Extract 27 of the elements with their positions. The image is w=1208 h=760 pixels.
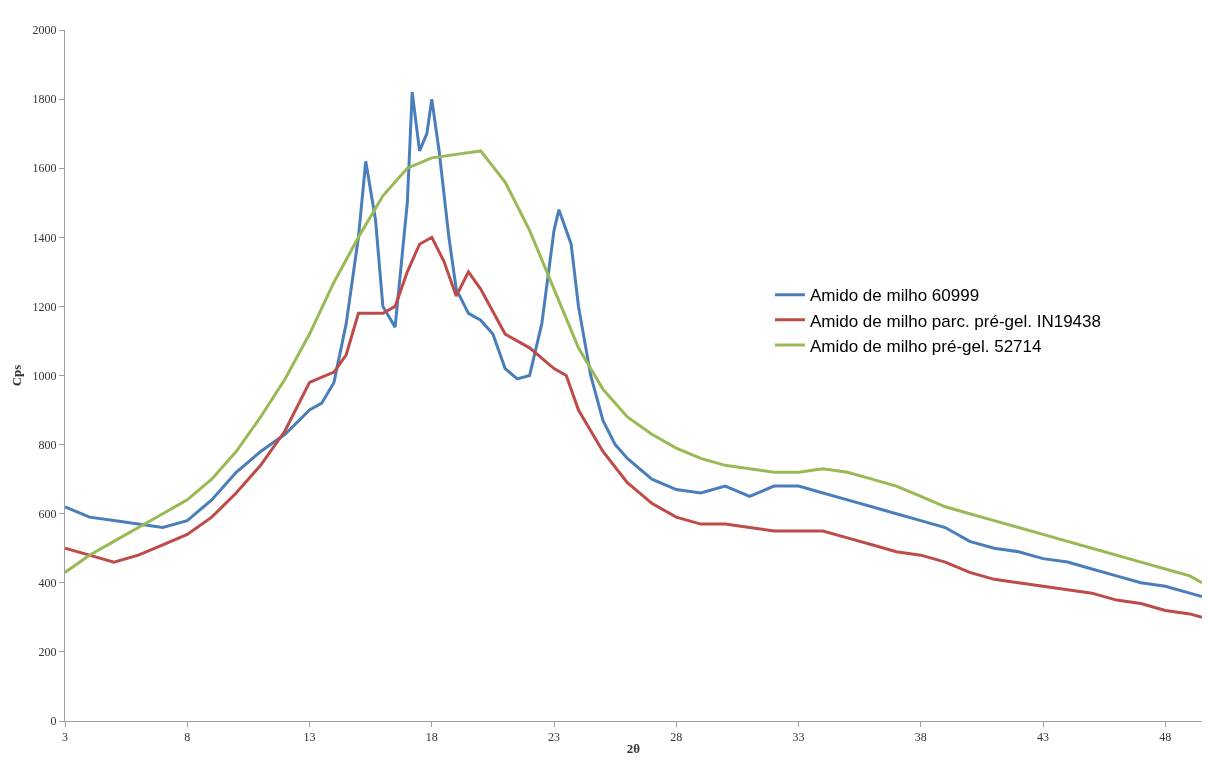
y-tick-label: 200 xyxy=(38,645,57,660)
y-tick-label: 1000 xyxy=(32,368,57,383)
x-tick-label: 48 xyxy=(1159,730,1172,745)
x-tick-label: 3 xyxy=(62,730,68,745)
y-tick-label: 600 xyxy=(38,506,57,521)
y-tick-label: 1600 xyxy=(32,161,57,176)
x-tick-label: 8 xyxy=(184,730,191,745)
y-tick-label: 800 xyxy=(38,437,57,452)
legend-label: Amido de milho pré-gel. 52714 xyxy=(809,336,1042,356)
legend-label: Amido de milho parc. pré-gel. IN19438 xyxy=(809,311,1101,331)
y-axis-title: Cps xyxy=(8,364,24,387)
x-tick-label: 28 xyxy=(670,730,683,745)
x-tick-label: 18 xyxy=(425,730,438,745)
x-tick-label: 23 xyxy=(548,730,561,745)
y-tick-label: 400 xyxy=(38,576,57,590)
x-tick-label: 13 xyxy=(303,730,316,745)
y-tick-label: 1200 xyxy=(32,299,57,314)
line-series xyxy=(65,235,1202,619)
y-tick-label: 1400 xyxy=(32,230,57,245)
y-tick-label: 1800 xyxy=(32,92,57,107)
x-tick-label: 43 xyxy=(1037,730,1050,745)
x-tick-label: 33 xyxy=(792,730,805,745)
y-tick-label: 2000 xyxy=(32,23,57,38)
y-tick-label: 0 xyxy=(50,714,57,729)
x-tick-label: 38 xyxy=(914,730,927,745)
legend-label: Amido de milho 60999 xyxy=(809,286,980,306)
x-axis-title: 2θ xyxy=(626,741,641,756)
